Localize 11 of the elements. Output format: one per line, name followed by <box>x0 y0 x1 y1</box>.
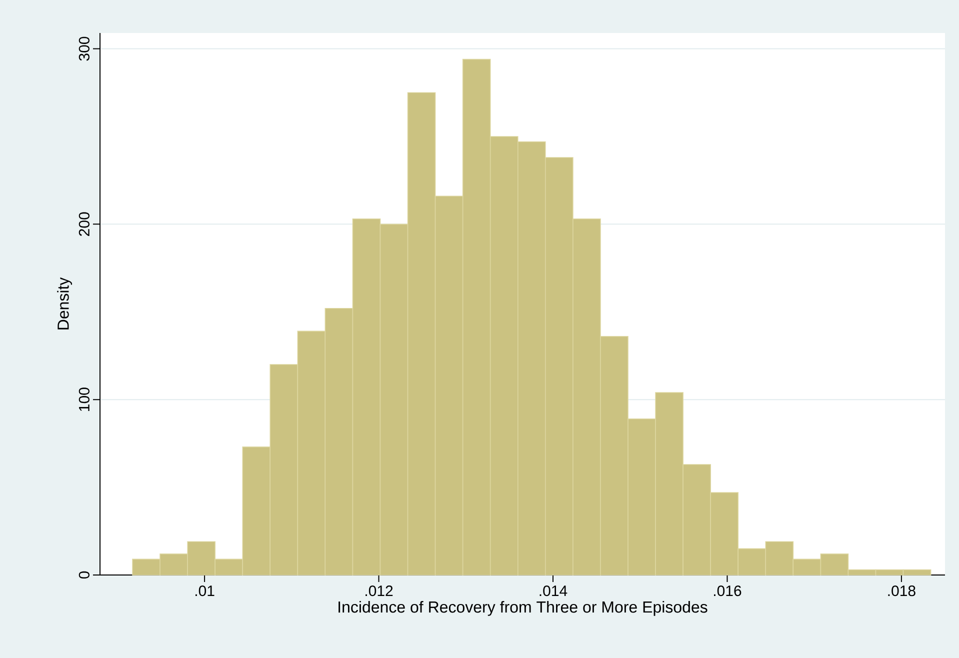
x-tick-label: .016 <box>714 586 742 596</box>
y-axis-title: Density <box>57 277 72 330</box>
y-tick-label: 200 <box>78 212 90 236</box>
x-tick-label: .01 <box>195 586 214 596</box>
y-tick-label: 0 <box>78 571 90 579</box>
x-tick-label: .014 <box>540 586 568 596</box>
x-axis-title: Incidence of Recovery from Three or More Episodes <box>338 600 708 616</box>
x-tick-label: .018 <box>888 586 916 596</box>
y-tick-label: 100 <box>78 388 90 411</box>
y-tick-label: 300 <box>78 36 90 61</box>
x-tick-label: .012 <box>366 586 393 596</box>
